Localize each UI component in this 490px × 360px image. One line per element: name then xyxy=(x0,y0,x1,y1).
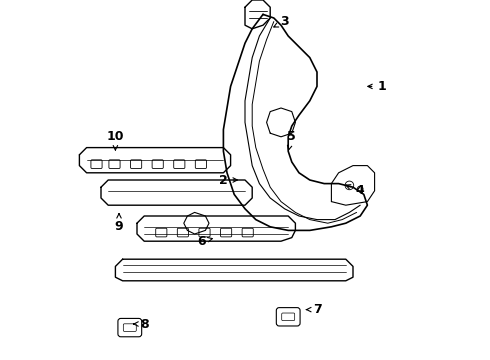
FancyBboxPatch shape xyxy=(276,307,300,326)
Text: 9: 9 xyxy=(115,213,123,233)
FancyBboxPatch shape xyxy=(156,228,167,237)
Text: 7: 7 xyxy=(306,303,321,316)
Text: 4: 4 xyxy=(346,184,365,197)
FancyBboxPatch shape xyxy=(177,228,189,237)
FancyBboxPatch shape xyxy=(91,160,102,168)
FancyBboxPatch shape xyxy=(196,160,206,168)
Text: 1: 1 xyxy=(368,80,386,93)
Text: 5: 5 xyxy=(288,130,296,150)
FancyBboxPatch shape xyxy=(199,228,210,237)
Text: 8: 8 xyxy=(134,318,148,330)
FancyBboxPatch shape xyxy=(123,324,136,331)
FancyBboxPatch shape xyxy=(152,160,163,168)
FancyBboxPatch shape xyxy=(174,160,185,168)
FancyBboxPatch shape xyxy=(118,319,142,337)
FancyBboxPatch shape xyxy=(109,160,120,168)
Text: 10: 10 xyxy=(107,130,124,150)
FancyBboxPatch shape xyxy=(282,313,294,321)
FancyBboxPatch shape xyxy=(242,228,253,237)
Text: 2: 2 xyxy=(219,174,237,186)
FancyBboxPatch shape xyxy=(130,160,142,168)
FancyBboxPatch shape xyxy=(220,228,232,237)
Text: 6: 6 xyxy=(197,235,212,248)
Text: 3: 3 xyxy=(274,15,289,28)
